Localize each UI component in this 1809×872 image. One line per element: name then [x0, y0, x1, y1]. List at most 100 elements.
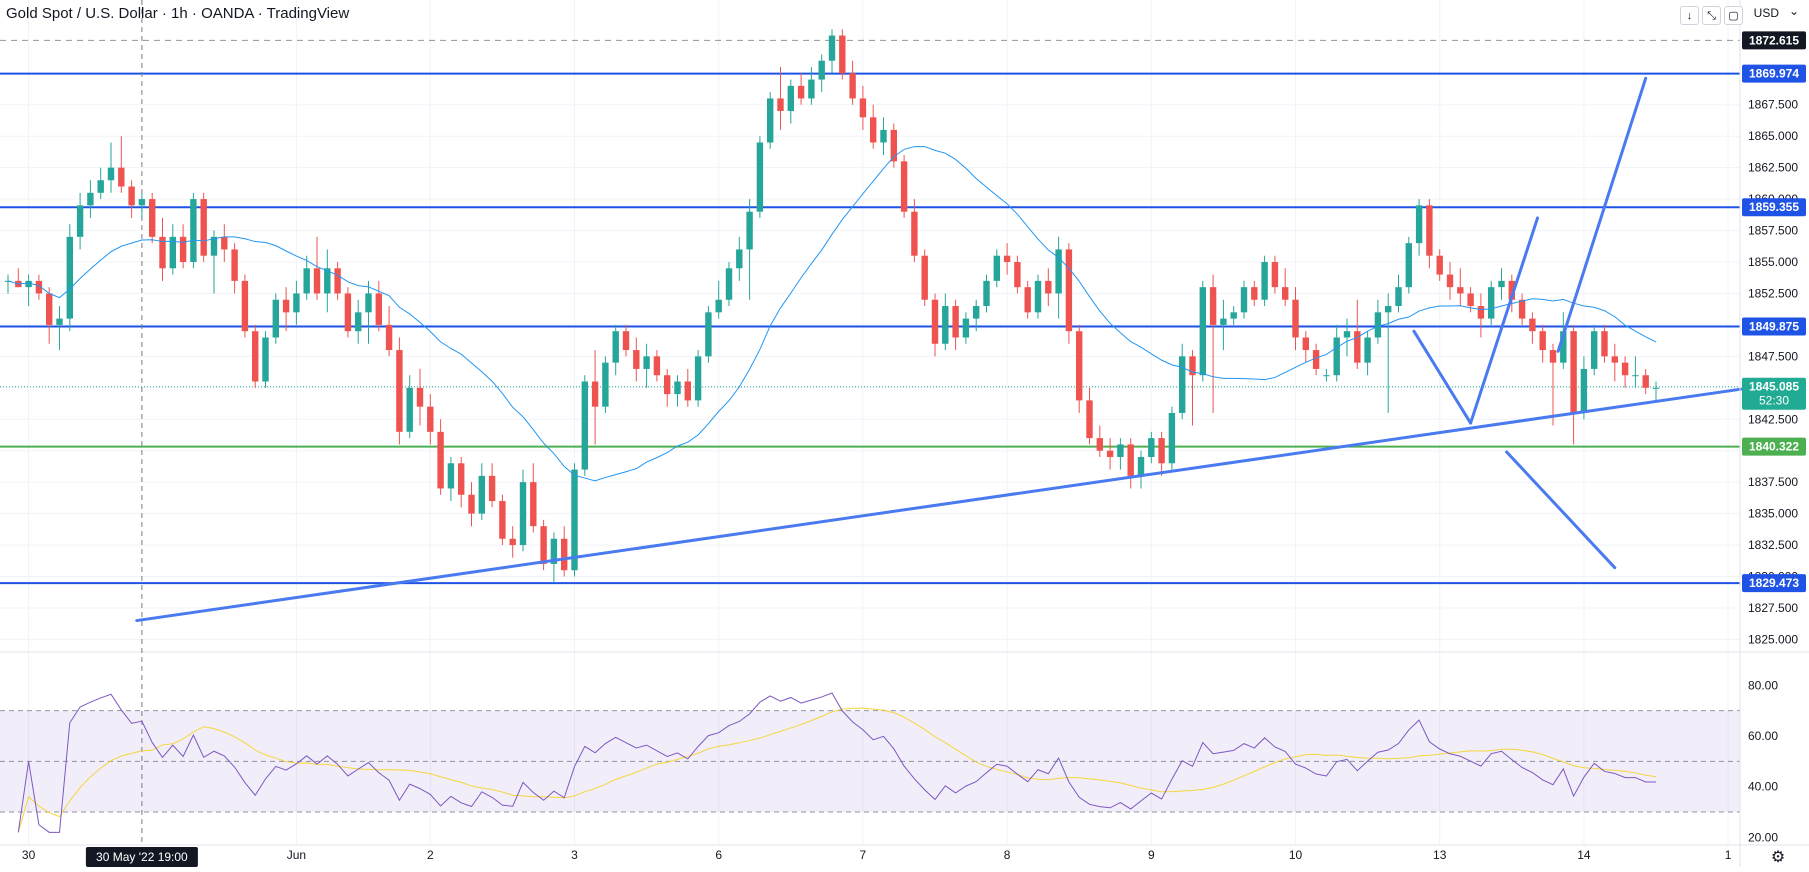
ascending-trendline — [135, 385, 1761, 623]
candle-body — [458, 463, 465, 495]
last-price-box — [1742, 377, 1806, 410]
level-price-box — [1742, 31, 1806, 50]
candle-body — [581, 381, 588, 470]
price-tick-label: 1837.500 — [1748, 475, 1798, 489]
candle-body — [1045, 280, 1052, 294]
candle-body — [25, 280, 32, 288]
price-tick-label: 1852.500 — [1748, 286, 1798, 300]
indicator-lines-layer — [17, 692, 1657, 833]
candle-body — [1529, 318, 1536, 332]
collapse-icon[interactable]: ⤡ — [1702, 6, 1721, 25]
candle-body — [1498, 280, 1505, 288]
candle-body — [1549, 350, 1557, 363]
candle-body — [870, 117, 877, 143]
candle-body — [107, 167, 115, 181]
price-tick-label: 1835.000 — [1748, 507, 1798, 521]
candle-body — [519, 482, 527, 546]
candle-body — [622, 331, 630, 351]
price-labels-layer: 1872.615 1869.974 1859.355 1849.875 1840.322… — [1742, 31, 1806, 866]
candle-body — [1251, 287, 1258, 300]
candle-body — [221, 236, 228, 250]
candle-body — [921, 255, 928, 300]
candle-body — [1014, 262, 1021, 288]
level-price-label: 1869.974 — [1749, 67, 1799, 81]
fullscreen-icon[interactable]: ▢ — [1724, 6, 1743, 25]
candle-body — [591, 381, 599, 407]
indicator-rsi-line — [17, 692, 1656, 833]
moving-average-line — [7, 146, 1657, 482]
candle-body — [1096, 438, 1103, 451]
level-price-box — [1742, 317, 1806, 336]
time-tick-label: 13 — [1433, 848, 1447, 862]
candle-body — [231, 249, 238, 281]
level-price-label: 1829.473 — [1749, 576, 1799, 590]
level-price-box — [1742, 437, 1806, 456]
arrow-down-icon[interactable]: ↓ — [1680, 6, 1699, 25]
candle-body — [952, 306, 959, 338]
candle-body — [797, 85, 805, 99]
time-tick-label: 7 — [860, 848, 867, 862]
candle-body — [1137, 457, 1145, 476]
candle-body — [1312, 350, 1320, 369]
indicator-tick-label: 20.00 — [1748, 830, 1778, 844]
candle-body — [1055, 249, 1062, 294]
candle-body — [1488, 287, 1495, 319]
candle-body — [1209, 287, 1217, 325]
candle-body — [973, 306, 980, 319]
candle-body — [694, 356, 702, 401]
candle-body — [478, 475, 485, 514]
gear-icon: ⚙ — [1771, 849, 1785, 866]
crosshair-time-label: 30 May '22 19:00 — [96, 850, 188, 864]
crosshair-time-box — [85, 847, 198, 867]
bar-countdown-label: 52:30 — [1759, 394, 1789, 408]
candle-body — [1127, 444, 1134, 476]
candle-body — [602, 362, 609, 407]
candle-body — [1106, 450, 1114, 457]
grid-layer — [0, 0, 1809, 845]
candle-body — [643, 356, 650, 369]
indicator-tick-label: 60.00 — [1748, 729, 1778, 743]
level-price-label: 1859.355 — [1749, 200, 1799, 214]
candle-body — [1117, 444, 1124, 457]
currency-selector[interactable]: USD — [1753, 6, 1779, 20]
candle-body — [313, 268, 321, 294]
price-tick-label: 1865.000 — [1748, 129, 1798, 143]
time-tick-label: 8 — [1004, 848, 1011, 862]
candle-body — [437, 431, 444, 489]
time-tick-label: 10 — [1289, 848, 1303, 862]
candle-body — [1230, 312, 1237, 319]
candle-body — [1518, 299, 1526, 319]
candle-body — [149, 199, 156, 237]
candle-body — [1395, 287, 1402, 307]
chart-title: Gold Spot / U.S. Dollar · 1h · OANDA · T… — [6, 5, 350, 22]
candle-body — [1302, 337, 1309, 351]
candle-body — [272, 299, 279, 338]
candle-body — [818, 60, 825, 80]
price-tick-label: 1827.500 — [1748, 601, 1798, 615]
candle-body — [46, 293, 53, 325]
candle-body — [293, 293, 300, 313]
candle-body — [76, 205, 84, 237]
candle-body — [828, 35, 836, 61]
price-tick-label: 1855.000 — [1748, 255, 1798, 269]
candle-body — [1343, 331, 1351, 338]
price-tick-label: 1847.500 — [1748, 349, 1798, 363]
candle-body — [1405, 243, 1412, 288]
chevron-down-icon[interactable]: ⌄ — [1788, 4, 1799, 18]
level-price-box — [1742, 64, 1806, 83]
candle-body — [664, 375, 671, 395]
candle-body — [1086, 400, 1093, 439]
candle-body — [1642, 375, 1649, 388]
candle-body — [1323, 375, 1330, 377]
candle-body — [540, 526, 547, 564]
time-tick-label: 6 — [715, 848, 722, 862]
candle-body — [1261, 262, 1268, 300]
candle-body — [1560, 331, 1567, 363]
indicator-signal-line — [17, 707, 1657, 833]
candle-body — [1539, 331, 1546, 351]
candle-body — [427, 406, 434, 432]
candle-body — [705, 312, 712, 357]
